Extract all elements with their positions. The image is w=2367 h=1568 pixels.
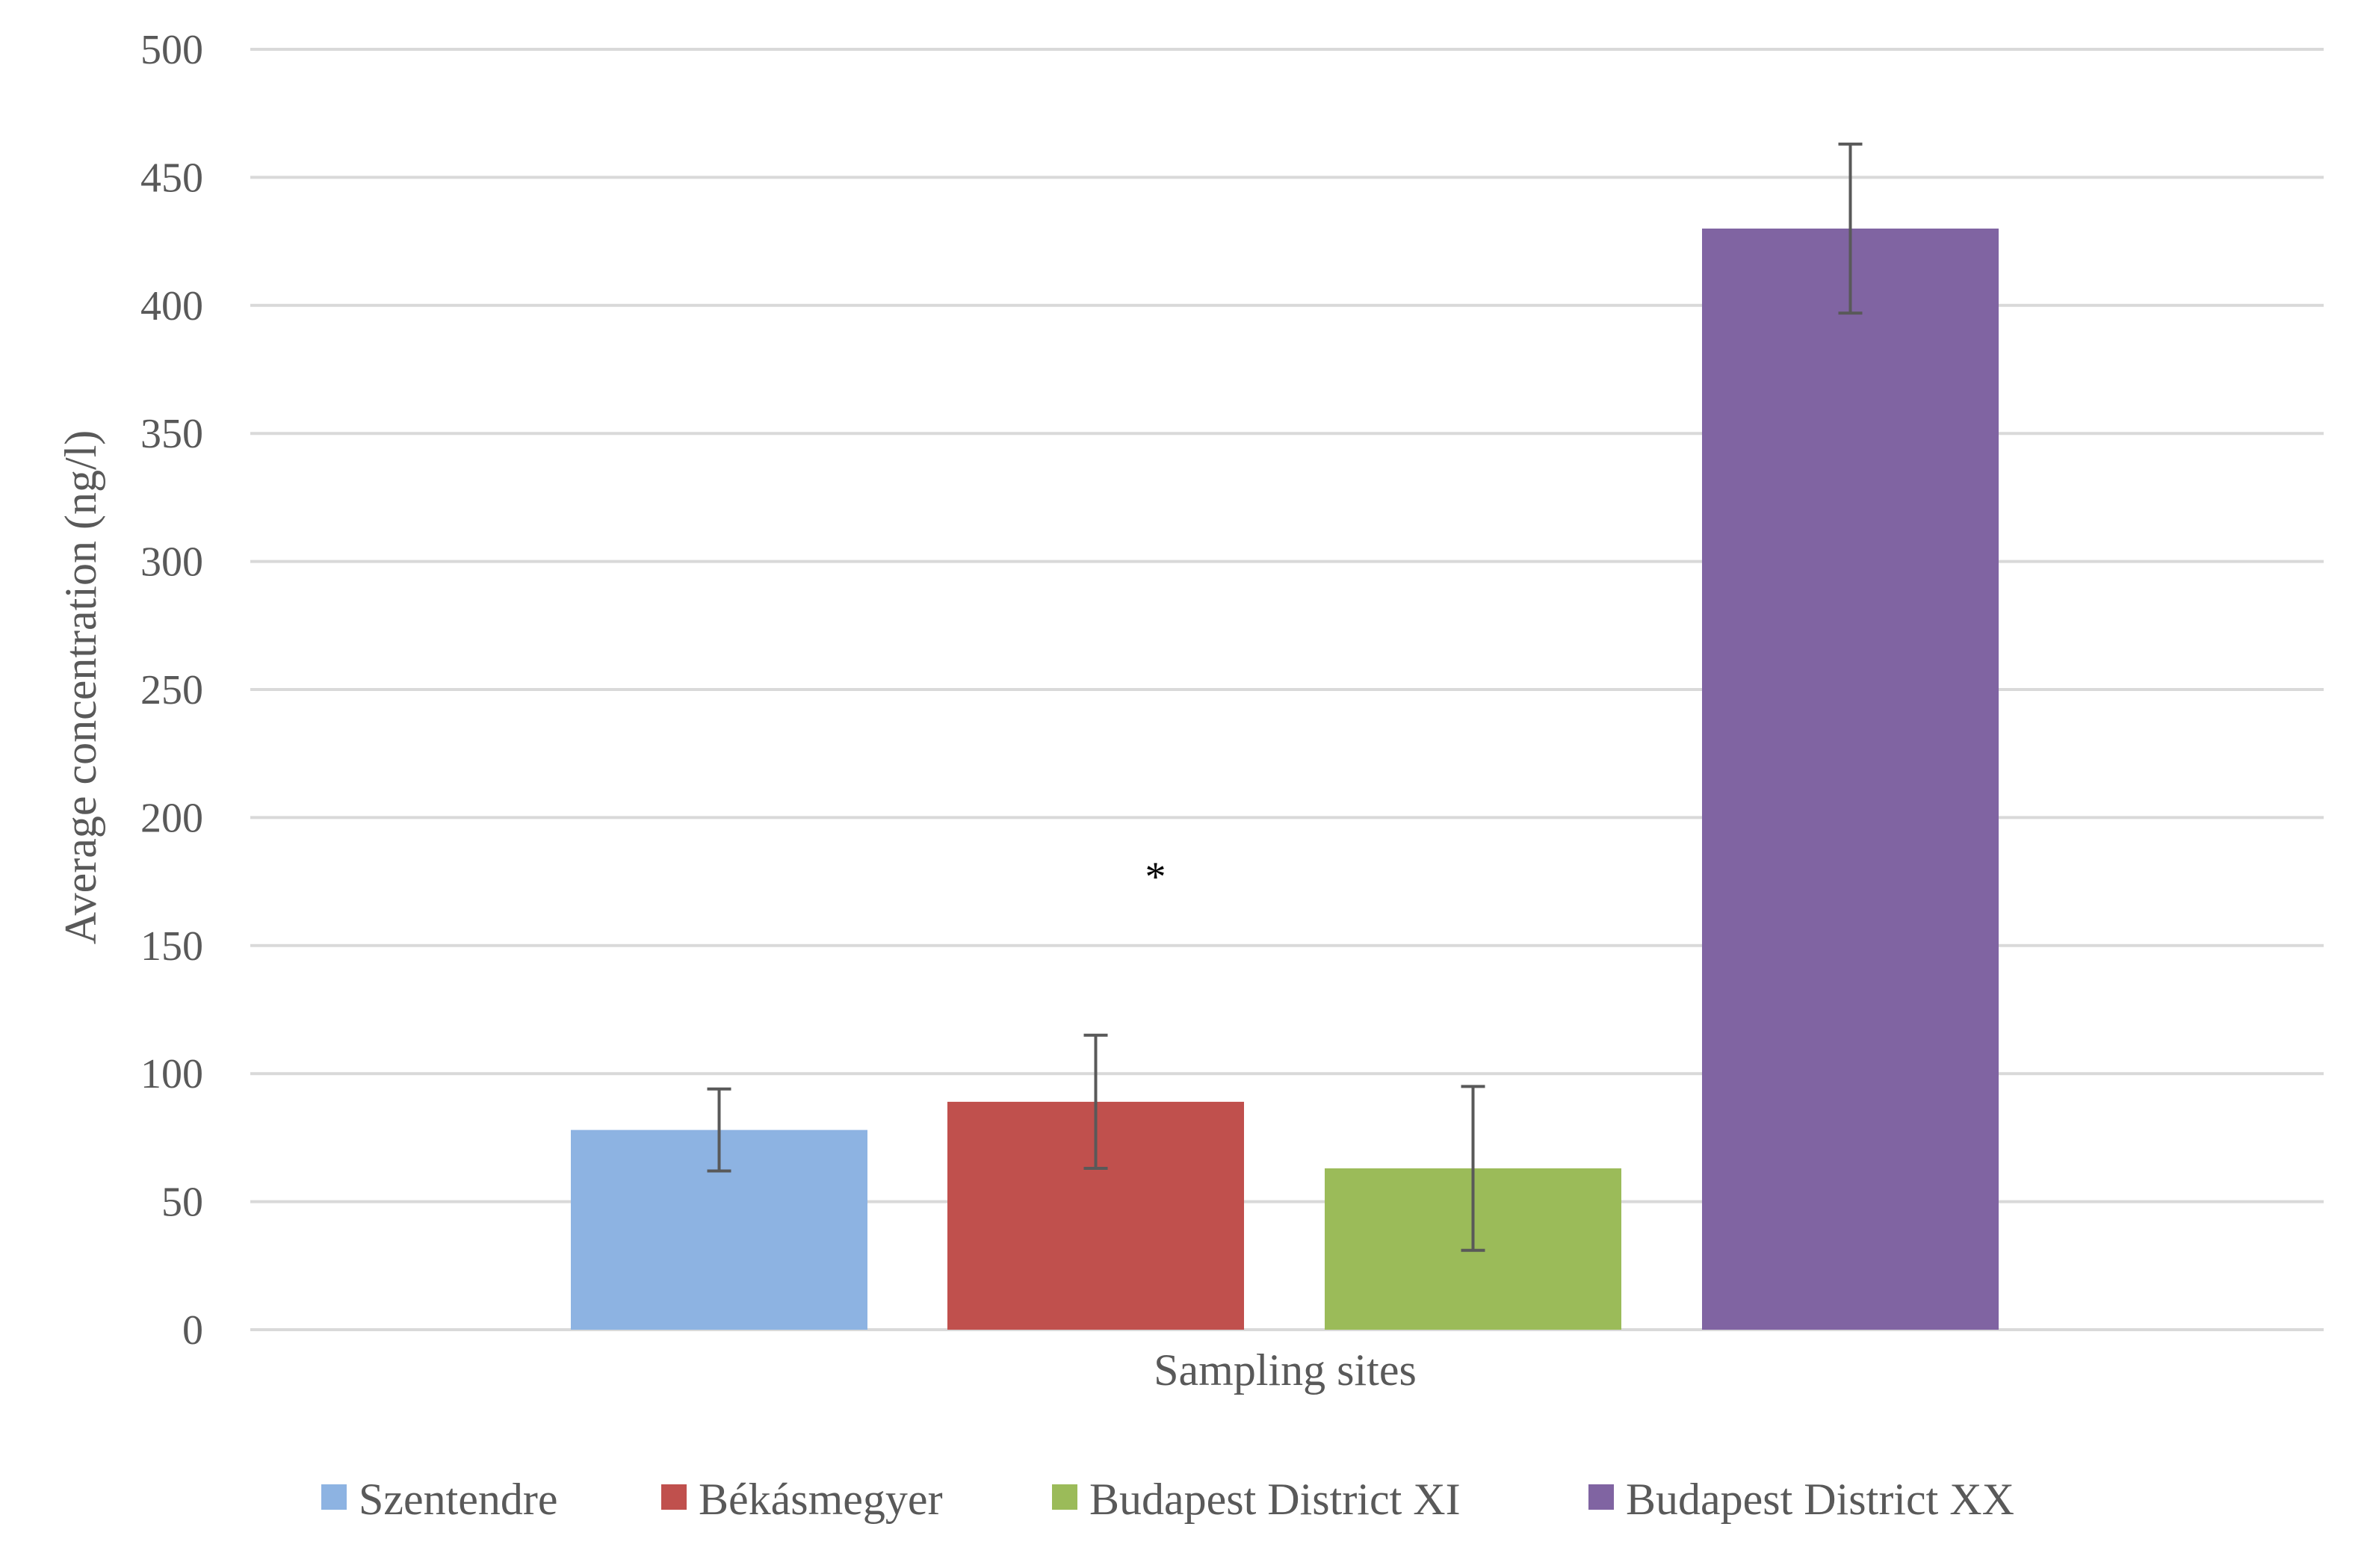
annotations: * <box>1145 854 1166 900</box>
legend-label: Budapest District XI <box>1089 1475 1461 1524</box>
y-tick-label: 400 <box>140 283 203 329</box>
y-tick-label: 450 <box>140 155 203 201</box>
y-tick-label: 350 <box>140 411 203 457</box>
y-axis-ticks: 0 50 100 150 200 250 300 350 400 450 500 <box>140 27 203 1354</box>
legend-swatch <box>321 1484 347 1510</box>
y-axis-title: Average concentration (ng/l) <box>56 430 105 945</box>
y-tick-label: 250 <box>140 667 203 713</box>
x-axis-title: Sampling sites <box>1154 1345 1417 1395</box>
error-bars <box>707 142 1863 1252</box>
legend-swatch <box>661 1484 687 1510</box>
y-tick-label: 0 <box>182 1307 203 1354</box>
y-tick-label: 100 <box>140 1051 203 1097</box>
legend-label: Békásmegyer <box>699 1475 943 1524</box>
legend-swatch <box>1052 1484 1077 1510</box>
bar <box>1702 228 1999 1330</box>
grid-lines <box>250 48 2324 1331</box>
y-tick-label: 150 <box>140 923 203 970</box>
bars <box>571 228 1999 1330</box>
y-tick-label: 300 <box>140 539 203 586</box>
legend-label: Szentendre <box>359 1475 558 1524</box>
legend-label: Budapest District XX <box>1626 1475 2014 1524</box>
significance-marker: * <box>1145 854 1166 900</box>
legend: Szentendre Békásmegyer Budapest District X… <box>321 1475 2014 1524</box>
y-tick-label: 200 <box>140 795 203 841</box>
legend-swatch <box>1588 1484 1614 1510</box>
y-tick-label: 500 <box>140 27 203 73</box>
y-tick-label: 50 <box>161 1180 203 1226</box>
